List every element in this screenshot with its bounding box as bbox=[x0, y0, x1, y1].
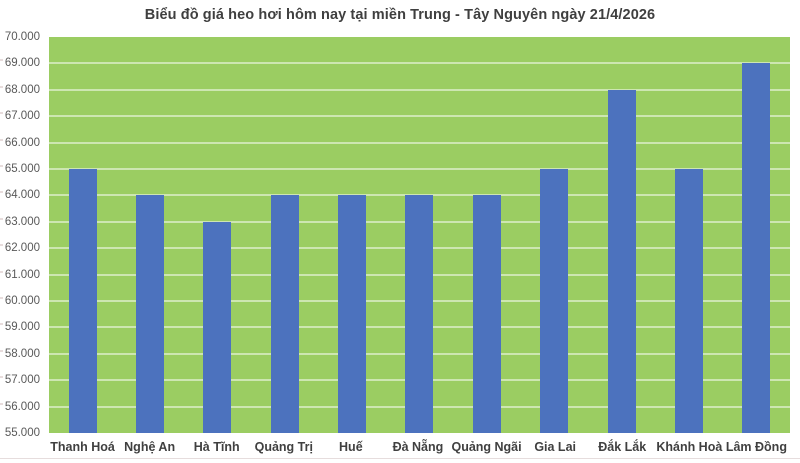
x-category-label: Gia Lai bbox=[534, 440, 576, 454]
y-tick-label: 59.000 bbox=[4, 321, 40, 334]
plot-area bbox=[49, 37, 790, 433]
y-tick-label: 56.000 bbox=[4, 400, 40, 413]
bar-slot bbox=[386, 37, 453, 433]
left-edge-tick bbox=[0, 376, 3, 379]
left-edge-tick bbox=[0, 112, 3, 115]
y-tick-label: 62.000 bbox=[4, 242, 40, 255]
y-tick-label: 55.000 bbox=[4, 427, 40, 439]
bar bbox=[136, 195, 165, 433]
y-tick-label: 57.000 bbox=[4, 374, 40, 387]
bar bbox=[472, 195, 501, 433]
y-tick-label: 66.000 bbox=[4, 136, 40, 149]
left-edge-tick bbox=[0, 244, 3, 247]
gridline bbox=[49, 115, 790, 118]
y-tick-label: 65.000 bbox=[4, 162, 40, 175]
bar-slot bbox=[116, 37, 183, 433]
left-edge-tick bbox=[0, 59, 3, 62]
y-tick-label: 68.000 bbox=[4, 83, 40, 96]
left-edge-tick bbox=[0, 349, 3, 352]
gridline bbox=[49, 167, 790, 170]
x-category-label: Quảng Ngãi bbox=[451, 440, 522, 454]
left-edge-tick bbox=[0, 402, 3, 405]
y-tick-label: 60.000 bbox=[4, 294, 40, 307]
bar-slot bbox=[184, 37, 251, 433]
bar-slot bbox=[723, 37, 790, 433]
bar bbox=[68, 169, 97, 433]
y-tick-label: 61.000 bbox=[4, 268, 40, 281]
left-edge-tick bbox=[0, 217, 3, 220]
gridline bbox=[49, 194, 790, 197]
x-category-label: Huế bbox=[339, 440, 363, 454]
chart-title: Biểu đồ giá heo hơi hôm nay tại miền Tru… bbox=[144, 7, 656, 23]
left-edge-tick bbox=[0, 323, 3, 326]
gridline bbox=[49, 62, 790, 65]
y-tick-label: 69.000 bbox=[4, 57, 40, 70]
bar bbox=[203, 221, 232, 433]
x-category-label: Nghệ An bbox=[124, 440, 176, 454]
bar-slot bbox=[251, 37, 318, 433]
bar bbox=[405, 195, 434, 433]
y-tick-label: 70.000 bbox=[4, 31, 40, 43]
bar-slot bbox=[453, 37, 520, 433]
y-axis: 70.000 69.000 68.000 67.000 66.000 65.000 64.0… bbox=[0, 31, 43, 439]
bar-slot bbox=[655, 37, 722, 433]
x-category-label: Quảng Trị bbox=[254, 440, 313, 454]
y-tick-label: 64.000 bbox=[4, 189, 40, 202]
bar bbox=[338, 195, 367, 433]
gridline bbox=[49, 141, 790, 144]
bar bbox=[742, 63, 771, 433]
left-edge-tick bbox=[0, 138, 3, 141]
page-bottom-divider bbox=[0, 458, 800, 459]
left-edge-tick bbox=[0, 191, 3, 194]
left-edge-tick bbox=[0, 270, 3, 273]
y-tick-label: 58.000 bbox=[4, 347, 40, 360]
left-edge-tick bbox=[0, 297, 3, 299]
x-category-label: Khánh Hoà bbox=[656, 440, 723, 454]
x-category-label: Hà Tĩnh bbox=[193, 440, 240, 454]
bar bbox=[607, 89, 636, 433]
x-category-label: Đà Nẵng bbox=[392, 440, 444, 454]
x-category-label: Lâm Đồng bbox=[725, 440, 787, 454]
left-edge-tick bbox=[0, 85, 3, 88]
bar-slot bbox=[521, 37, 588, 433]
x-category-label: Đắk Lắk bbox=[598, 440, 647, 454]
bar bbox=[674, 169, 703, 433]
bar-slot bbox=[318, 37, 385, 433]
y-tick-label: 63.000 bbox=[4, 215, 40, 228]
bar bbox=[540, 169, 569, 433]
bar-slot bbox=[588, 37, 655, 433]
left-edge-tick bbox=[0, 165, 3, 167]
bars-row bbox=[49, 37, 790, 433]
bar-slot bbox=[49, 37, 116, 433]
x-category-label: Thanh Hoá bbox=[50, 440, 115, 454]
y-tick-label: 67.000 bbox=[4, 110, 40, 123]
gridline bbox=[49, 88, 790, 91]
bar bbox=[270, 195, 299, 433]
x-axis: Thanh Hoá Nghệ An Hà Tĩnh Quảng Trị Huế Đà Nẵ… bbox=[49, 440, 790, 454]
